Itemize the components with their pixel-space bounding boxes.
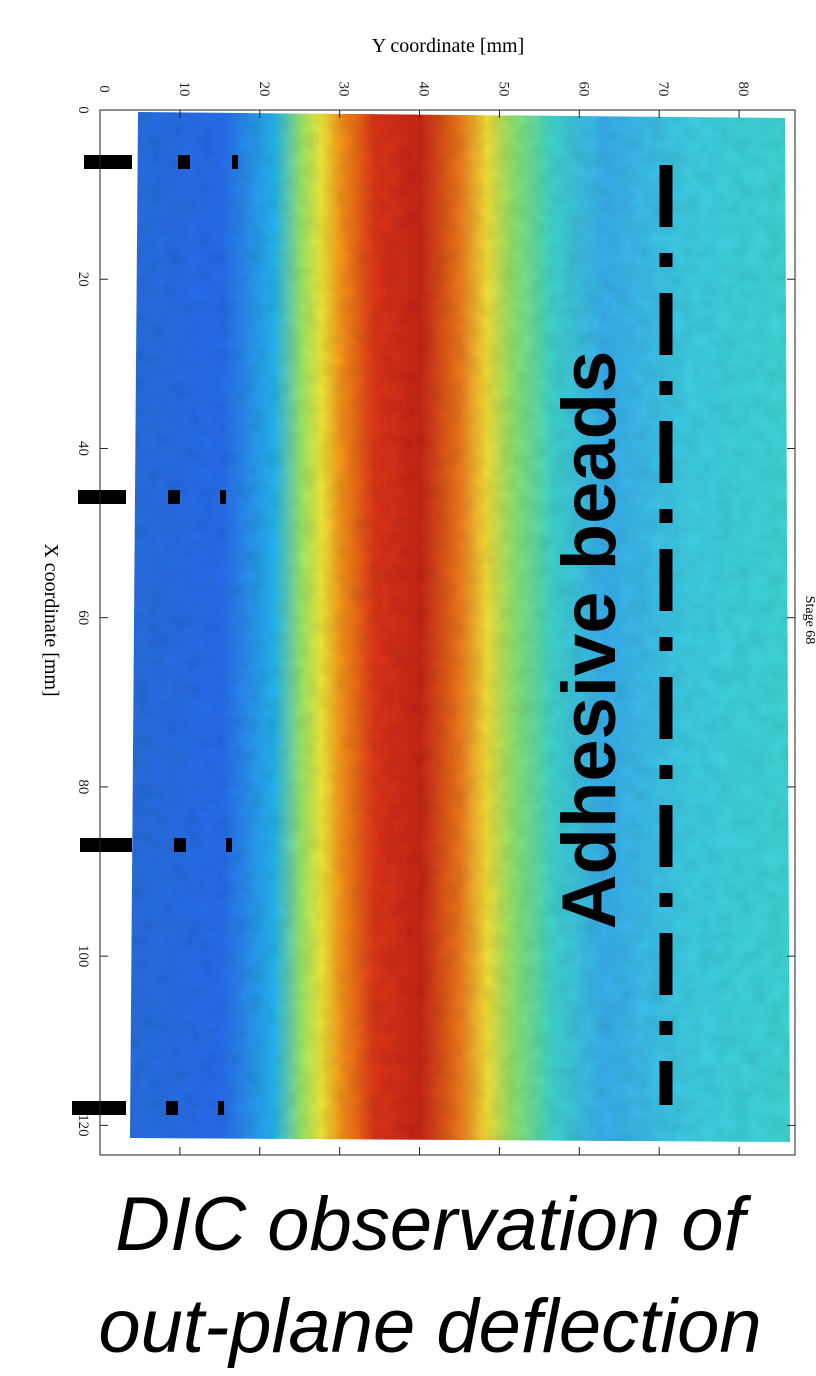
y-tick-label: 80 — [75, 779, 91, 794]
y-tick-label: 100 — [75, 945, 91, 968]
x-tick-label: 60 — [575, 82, 591, 97]
x-tick-label: 20 — [256, 82, 272, 97]
deflection-field — [130, 112, 790, 1142]
x-tick-label: 30 — [336, 82, 352, 97]
bead-markers — [72, 155, 238, 1115]
y-tick-label: 0 — [75, 106, 91, 114]
x-tick-label: 0 — [96, 85, 112, 93]
y-tick-label: 120 — [75, 1114, 91, 1137]
x-tick-label: 50 — [495, 82, 511, 97]
x-tick-label: 80 — [735, 82, 751, 97]
caption-line: out-plane deflection — [98, 1284, 761, 1369]
caption-line: DIC observation of — [115, 1182, 751, 1267]
x-tick-label: 70 — [655, 82, 671, 97]
y-tick-label: 40 — [75, 441, 91, 456]
y-tick-label: 20 — [75, 272, 91, 287]
y-tick-label: 60 — [75, 610, 91, 625]
annotation: Adhesive beads — [547, 351, 632, 930]
plot-frame — [99, 109, 796, 1156]
x-tick-label: 40 — [416, 82, 432, 97]
y-axis-title: X coordinate [mm] — [40, 543, 62, 696]
x-tick-label: 10 — [176, 82, 192, 97]
x-axis-title: Y coordinate [mm] — [372, 35, 525, 57]
stage-label: Stage 68 — [802, 596, 816, 645]
